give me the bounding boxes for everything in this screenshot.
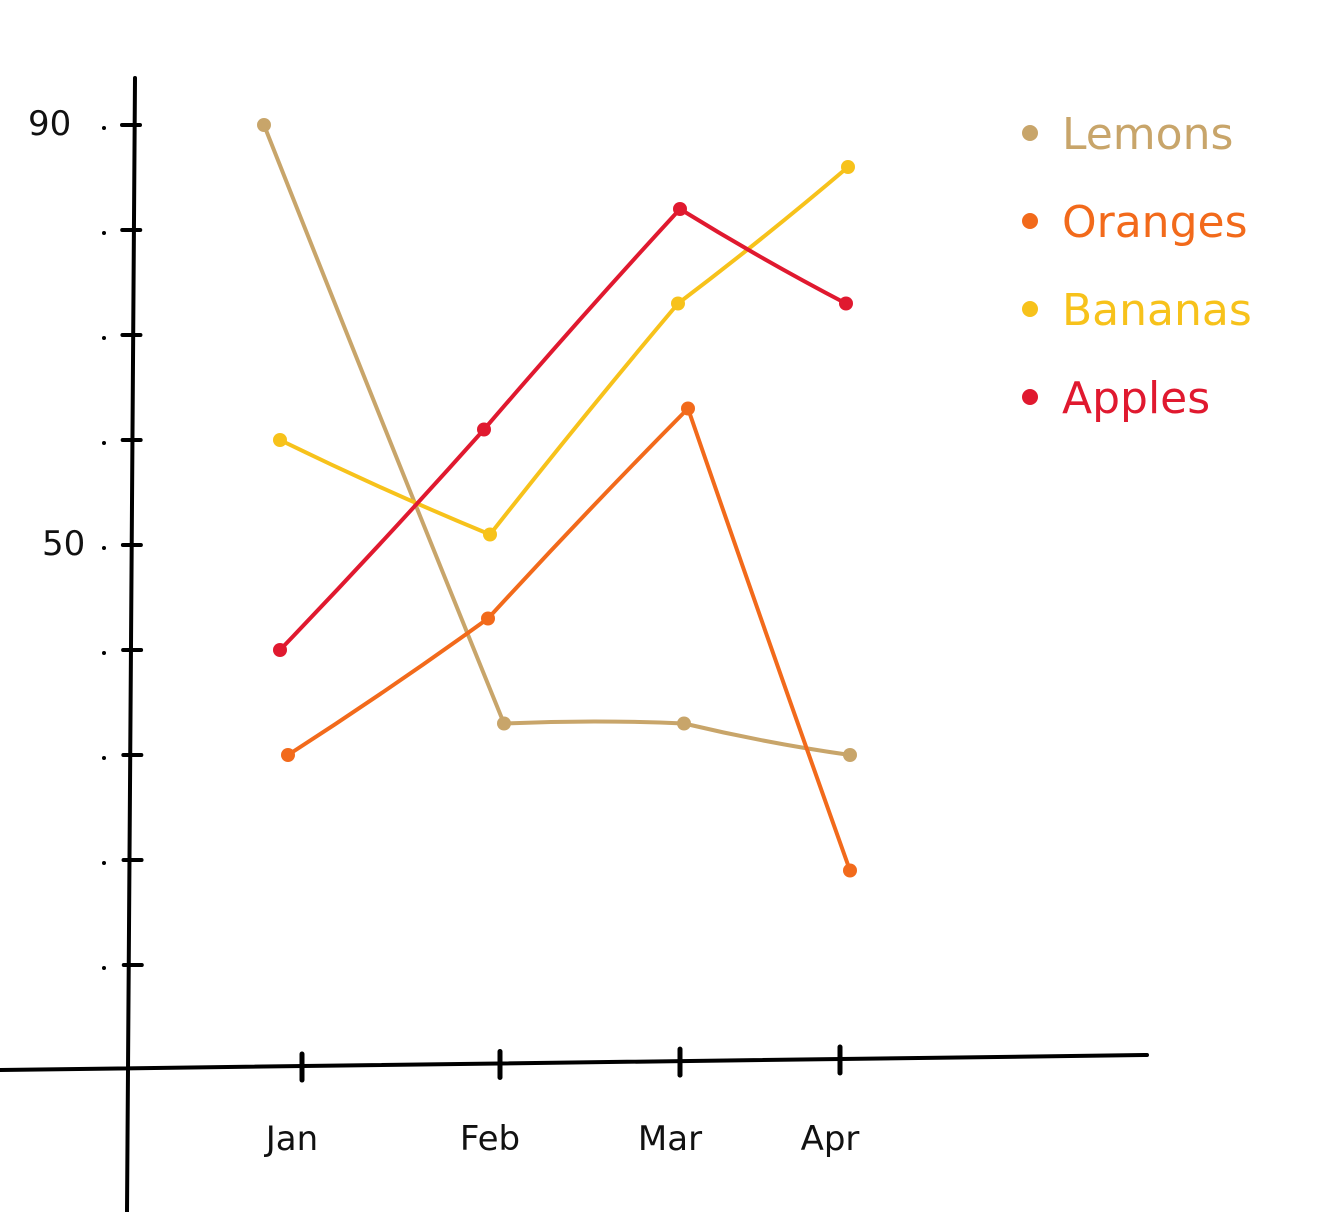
series-bananas	[273, 160, 855, 542]
y-tick-dot	[102, 126, 106, 130]
x-tick-label: Feb	[460, 1119, 520, 1159]
y-tick-label: 90	[28, 104, 71, 144]
series-layer	[257, 118, 857, 878]
data-point	[273, 433, 287, 447]
y-axis	[125, 76, 137, 1212]
legend-item: Oranges	[1022, 197, 1248, 248]
x-tick-label: Jan	[264, 1119, 318, 1159]
y-tick-dot	[102, 966, 106, 970]
legend-label: Apples	[1062, 373, 1210, 424]
data-point	[483, 527, 497, 542]
y-tick-dot	[102, 651, 106, 655]
data-point	[681, 401, 695, 416]
y-tick-dot	[102, 756, 106, 760]
series-line	[262, 123, 852, 757]
y-tick-dot	[102, 861, 106, 865]
x-ticks: Jan Feb Mar Apr	[264, 1044, 860, 1159]
legend-item: Bananas	[1022, 285, 1252, 336]
data-point	[477, 422, 491, 437]
y-tick-dot	[102, 231, 106, 235]
y-tick-dot	[102, 546, 106, 550]
y-ticks: 90 50	[28, 104, 144, 970]
series-line	[278, 207, 848, 652]
data-point	[673, 202, 687, 216]
data-point	[281, 748, 295, 762]
y-tick-dot	[102, 441, 106, 445]
data-point	[497, 716, 511, 731]
data-point	[257, 118, 271, 132]
data-point	[671, 296, 685, 311]
series-lemons	[257, 118, 857, 762]
x-axis	[0, 1053, 1149, 1072]
legend-marker	[1022, 125, 1038, 141]
y-tick-label: 50	[42, 524, 85, 564]
legend-marker	[1022, 301, 1038, 317]
series-oranges	[281, 401, 857, 878]
legend-label: Lemons	[1062, 109, 1233, 160]
legend: Lemons Oranges Bananas Apples	[1022, 109, 1252, 424]
legend-item: Lemons	[1022, 109, 1233, 160]
data-point	[677, 716, 691, 731]
series-line	[278, 165, 850, 537]
data-point	[841, 160, 855, 174]
series-line	[286, 406, 852, 873]
legend-label: Oranges	[1062, 197, 1248, 248]
x-tick-label: Mar	[638, 1119, 702, 1159]
data-point	[839, 296, 853, 311]
legend-item: Apples	[1022, 373, 1210, 424]
legend-marker	[1022, 213, 1038, 229]
data-point	[481, 611, 495, 626]
series-apples	[273, 202, 853, 657]
y-tick-dot	[102, 336, 106, 340]
legend-marker	[1022, 389, 1038, 405]
x-tick-label: Apr	[801, 1119, 860, 1159]
data-point	[273, 643, 287, 657]
data-point	[843, 863, 857, 878]
legend-label: Bananas	[1062, 285, 1252, 336]
data-point	[843, 748, 857, 762]
